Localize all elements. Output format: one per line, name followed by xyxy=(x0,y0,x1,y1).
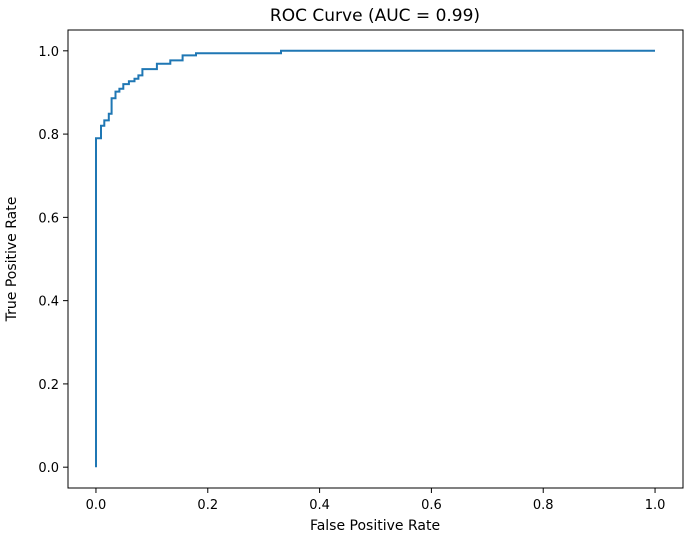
x-tick-label: 0.4 xyxy=(309,498,330,513)
x-axis: 0.0 0.2 0.4 0.6 0.8 1.0 xyxy=(86,488,666,513)
y-tick-label: 0.2 xyxy=(38,378,59,393)
y-axis: 0.0 0.2 0.4 0.6 0.8 1.0 xyxy=(38,45,68,476)
plot-area xyxy=(67,29,684,489)
y-tick-label: 1.0 xyxy=(38,45,59,60)
y-tick-label: 0.8 xyxy=(38,128,59,143)
y-axis-label: True Positive Rate xyxy=(4,197,20,323)
x-tick-label: 0.2 xyxy=(197,498,218,513)
x-tick-label: 0.8 xyxy=(533,498,554,513)
y-tick-label: 0.6 xyxy=(38,211,59,226)
x-tick-label: 0.0 xyxy=(86,498,107,513)
chart-title: ROC Curve (AUC = 0.99) xyxy=(270,6,480,26)
y-tick-label: 0.4 xyxy=(38,295,59,310)
roc-curve-line xyxy=(95,49,655,468)
y-tick-label: 0.0 xyxy=(38,461,59,476)
x-tick-label: 0.6 xyxy=(421,498,442,513)
x-axis-label: False Positive Rate xyxy=(310,518,440,534)
x-tick-label: 1.0 xyxy=(645,498,666,513)
